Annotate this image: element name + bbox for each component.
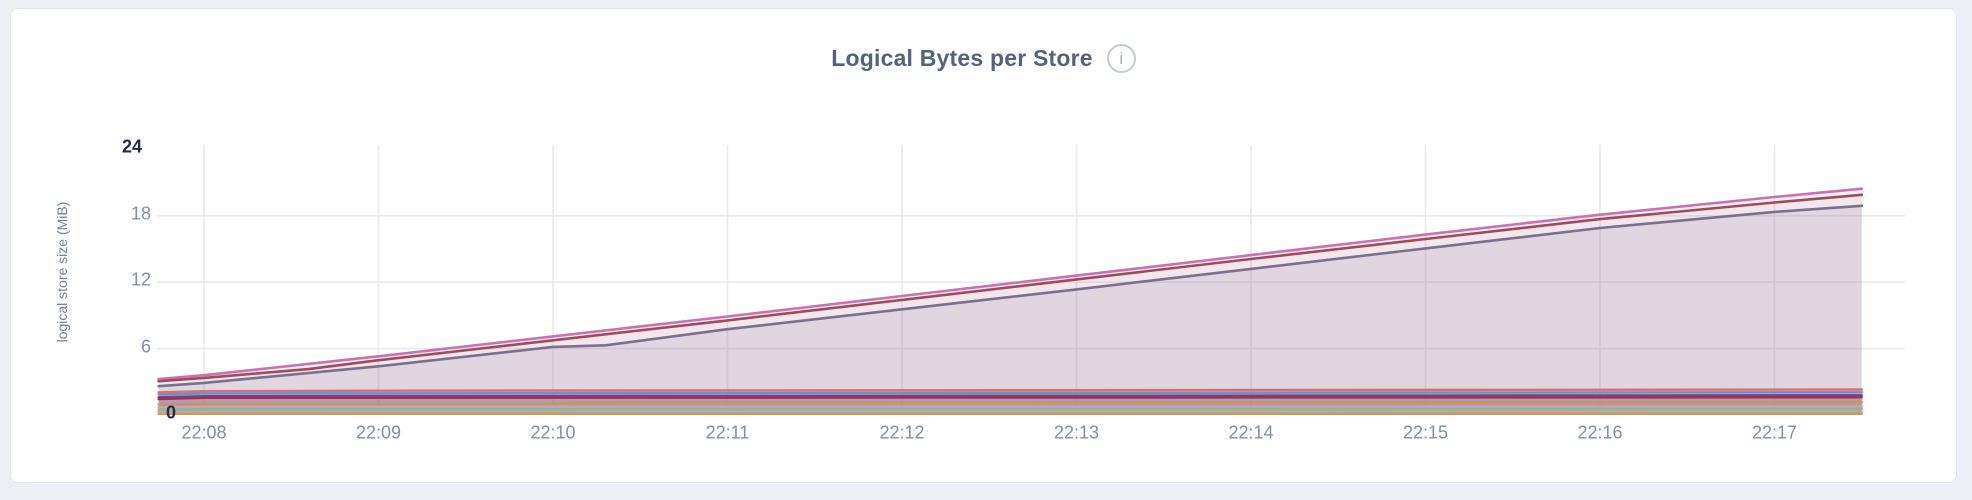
series-line-store-flat-green: [157, 407, 1864, 411]
x-tick-22:08: 22:08: [181, 422, 227, 443]
series-line-store-flat-tan: [157, 400, 1864, 406]
x-tick-22:09: 22:09: [355, 422, 402, 443]
x-tick-22:14: 22:14: [1228, 422, 1274, 443]
x-tick-22:11: 22:11: [705, 422, 750, 443]
series-fill-store-rising-mid: [158, 194, 1862, 415]
x-tick-22:16: 22:16: [1577, 422, 1623, 443]
y-tick-0: 0: [165, 402, 176, 423]
x-tick-22:15: 22:15: [1402, 422, 1449, 443]
y-axis-label: logical store size (MiB): [54, 201, 70, 343]
y-tick-12: 12: [130, 269, 151, 290]
x-tick-22:12: 22:12: [879, 422, 925, 443]
series-line-store-flat-salmon: [157, 388, 1864, 394]
series-line-store-flat-purple: [157, 394, 1864, 399]
y-tick-18: 18: [130, 203, 151, 224]
series-line-store-rising-low: [157, 204, 1864, 388]
x-tick-22:13: 22:13: [1053, 422, 1100, 443]
series-lines-group: [157, 187, 1864, 416]
x-tick-22:17: 22:17: [1751, 422, 1798, 443]
y-tick-24: 24: [121, 136, 142, 157]
series-fills-group: [158, 188, 1862, 415]
series-line-store-flat-maroon: [157, 396, 1864, 401]
series-line-store-flat-pink: [157, 405, 1864, 409]
series-line-store-rising-mid: [157, 193, 1864, 383]
y-tick-6: 6: [140, 336, 151, 357]
series-line-store-flat-blue: [157, 391, 1864, 396]
x-tick-22:10: 22:10: [530, 422, 576, 443]
series-line-store-rising-top: [157, 187, 1864, 381]
series-fill-store-rising-low: [158, 205, 1862, 415]
chart-header: Logical Bytes per Store i: [10, 44, 1957, 73]
info-icon[interactable]: i: [1106, 44, 1136, 73]
series-fill-store-rising-top: [158, 188, 1862, 415]
chart-title: Logical Bytes per Store: [831, 45, 1093, 71]
